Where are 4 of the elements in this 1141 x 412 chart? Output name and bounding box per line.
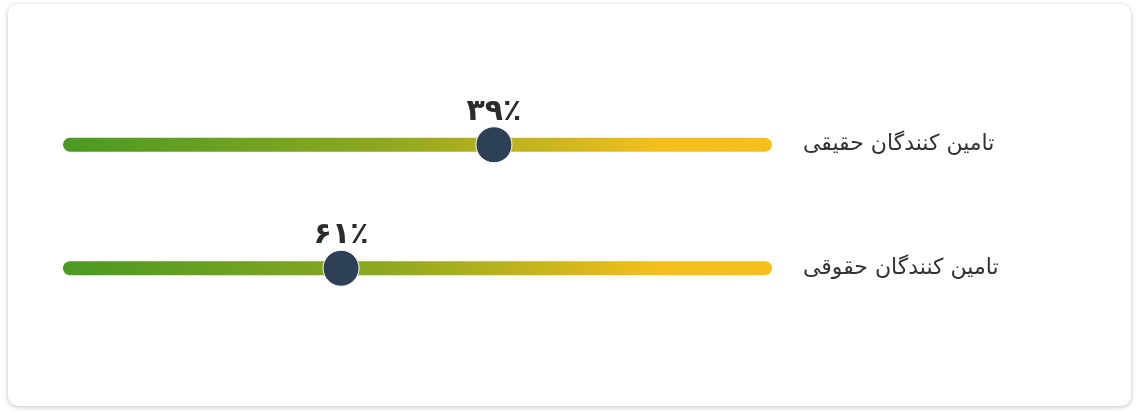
- category-label: تامین کنندگان حقیقی: [803, 130, 995, 156]
- data-label: ۶۱٪: [313, 215, 369, 251]
- data-label: ۳۹٪: [466, 91, 522, 127]
- category-label: تامین کنندگان حقوقی: [803, 253, 999, 279]
